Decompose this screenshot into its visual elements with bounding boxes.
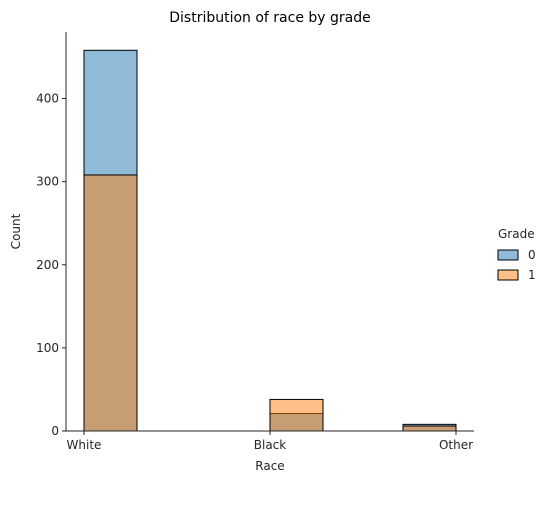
x-tick-label: Other [439,438,473,452]
y-tick-label: 100 [36,341,59,355]
legend-label-grade-0: 0 [528,248,536,262]
y-tick-label: 300 [36,175,59,189]
legend-swatch-grade-0 [498,250,518,260]
y-axis-ticks: 0 100 200 300 400 [36,92,66,439]
bar-grade-1-white [84,175,137,431]
x-tick-label: Black [254,438,287,452]
y-axis-label: Count [9,213,23,249]
legend: Grade 0 1 [498,227,536,282]
y-tick-label: 200 [36,258,59,272]
x-axis-label: Race [255,459,284,473]
y-tick-label: 400 [36,92,59,106]
bars-layer [84,50,456,431]
bar-grade-1-other [403,426,456,431]
legend-title: Grade [498,227,535,241]
bar-grade-1-black [270,399,323,431]
legend-swatch-grade-1 [498,270,518,280]
chart-title: Distribution of race by grade [169,10,371,26]
legend-label-grade-1: 1 [528,268,536,282]
x-tick-label: White [67,438,102,452]
y-tick-label: 0 [51,424,59,438]
x-axis-ticks: White Black Other [67,431,474,452]
